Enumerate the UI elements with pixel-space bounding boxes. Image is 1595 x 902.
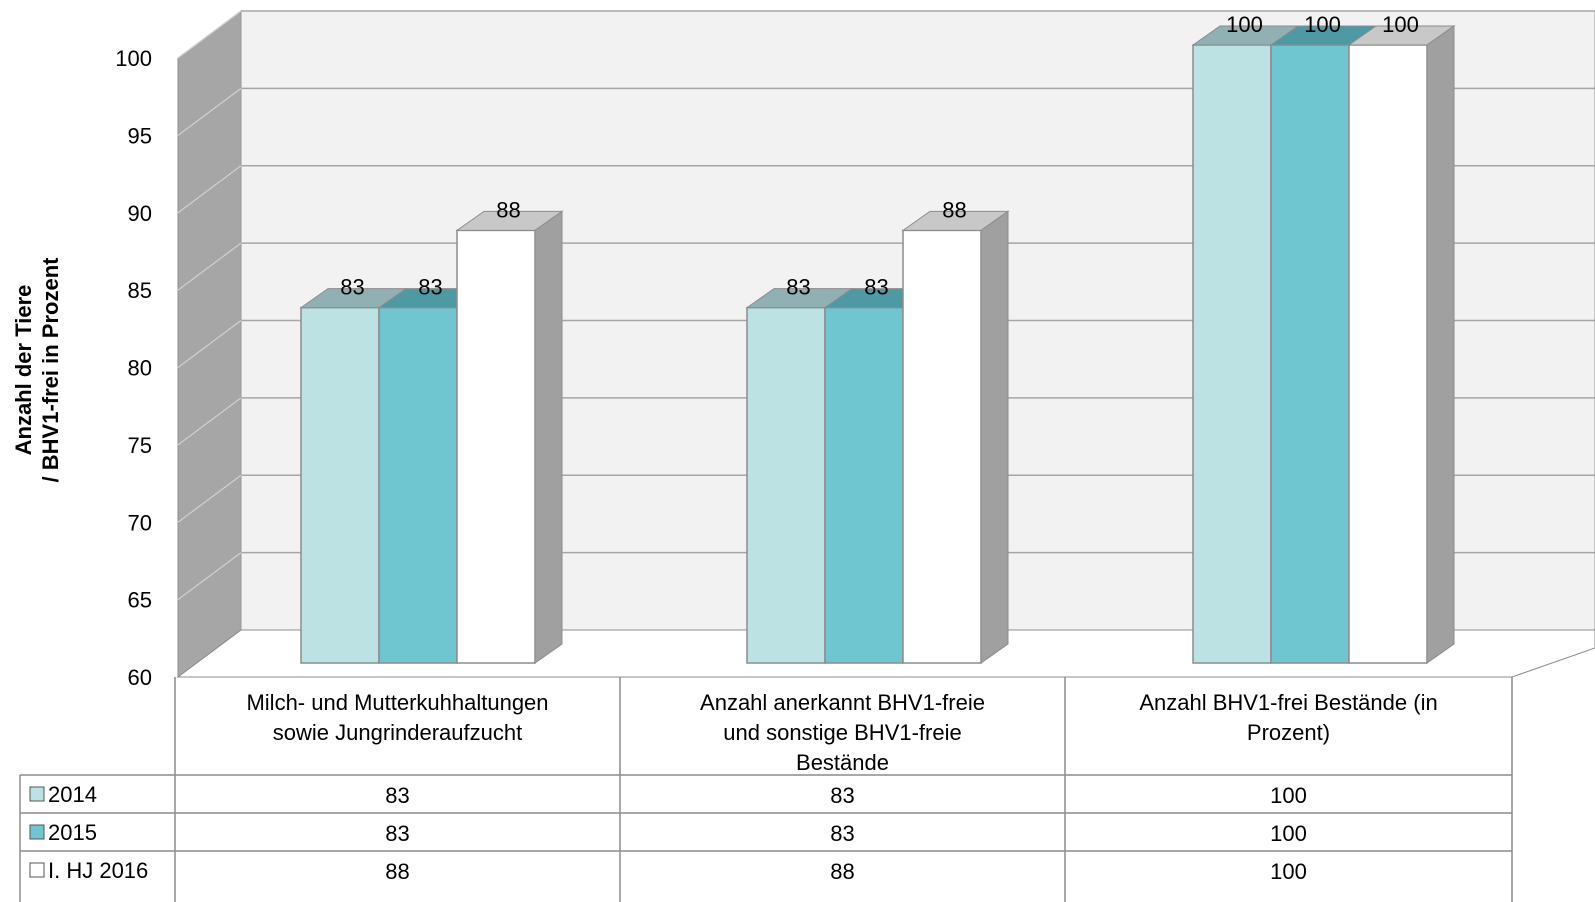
table-cell: 83 [830, 821, 854, 846]
data-label: 83 [786, 275, 810, 300]
legend-swatch [29, 786, 45, 802]
bar [300, 306, 380, 664]
table-cell: 88 [385, 859, 409, 884]
category-label: Prozent) [1247, 720, 1330, 745]
gridline-side [177, 552, 242, 601]
table-cell: 83 [385, 821, 409, 846]
bar-side [534, 210, 563, 664]
y-tick-label: 65 [128, 588, 152, 613]
table-cell: 83 [830, 783, 854, 808]
y-tick-label: 70 [128, 510, 152, 535]
bar [1192, 44, 1272, 664]
category-label: Anzahl BHV1-frei Bestände (in [1139, 690, 1437, 715]
bars [299, 25, 1456, 664]
y-tick-label: 80 [128, 356, 152, 381]
data-label: 100 [1382, 12, 1419, 37]
bar [902, 229, 982, 664]
legend-label: 2015 [48, 820, 97, 845]
bar-side [980, 210, 1009, 664]
gridline-side [177, 397, 242, 446]
data-label: 100 [1304, 12, 1341, 37]
y-tick-label: 75 [128, 433, 152, 458]
data-label: 83 [418, 275, 442, 300]
gridline-side [177, 320, 242, 368]
gridline-side [177, 87, 242, 136]
legend-label: I. HJ 2016 [48, 858, 148, 883]
table-cell: 88 [830, 859, 854, 884]
y-axis-ticks: 60 65 70 75 80 85 90 95 100 [115, 46, 152, 690]
data-label: 88 [942, 197, 966, 222]
y-tick-label: 60 [128, 665, 152, 690]
category-label: Bestände [796, 750, 889, 775]
bar [1348, 44, 1428, 664]
category-label: Milch- und Mutterkuhhaltungen [246, 690, 548, 715]
data-label: 83 [864, 275, 888, 300]
bar-side [1426, 25, 1455, 664]
legend-swatch [29, 824, 45, 840]
legend-label: 2014 [48, 782, 97, 807]
bar [746, 306, 826, 664]
data-label: 100 [1226, 12, 1263, 37]
bar [1270, 44, 1350, 664]
category-label: Anzahl anerkannt BHV1-freie [700, 690, 985, 715]
gridline-side [177, 242, 242, 291]
data-labels: 83 83 100 83 83 100 88 88 100 [340, 12, 1419, 300]
table-cell: 83 [385, 783, 409, 808]
table-cell: 100 [1270, 783, 1307, 808]
legend-swatch [29, 862, 45, 878]
table-cell: 100 [1270, 859, 1307, 884]
y-axis-title: Anzahl der Tiere / BHV1-frei in Prozent [11, 257, 63, 483]
category-label: und sonstige BHV1-freie [723, 720, 961, 745]
data-label: 88 [496, 197, 520, 222]
y-axis-title-line-2: / BHV1-frei in Prozent [38, 257, 63, 483]
gridline-side [177, 474, 242, 523]
table-cell: 100 [1270, 821, 1307, 846]
bar [824, 306, 904, 664]
y-tick-label: 95 [128, 123, 152, 148]
y-tick-label: 100 [115, 46, 152, 71]
y-tick-label: 90 [128, 201, 152, 226]
bar [378, 306, 458, 664]
y-axis-title-line-1: Anzahl der Tiere [11, 285, 36, 456]
gridline-side [177, 10, 242, 59]
gridline-side [177, 165, 242, 214]
data-table: Milch- und Mutterkuhhaltungen sowie Jungr… [19, 677, 1513, 902]
y-tick-label: 85 [128, 278, 152, 303]
bar [456, 229, 536, 664]
data-label: 83 [340, 275, 364, 300]
category-label: sowie Jungrinderaufzucht [273, 720, 522, 745]
